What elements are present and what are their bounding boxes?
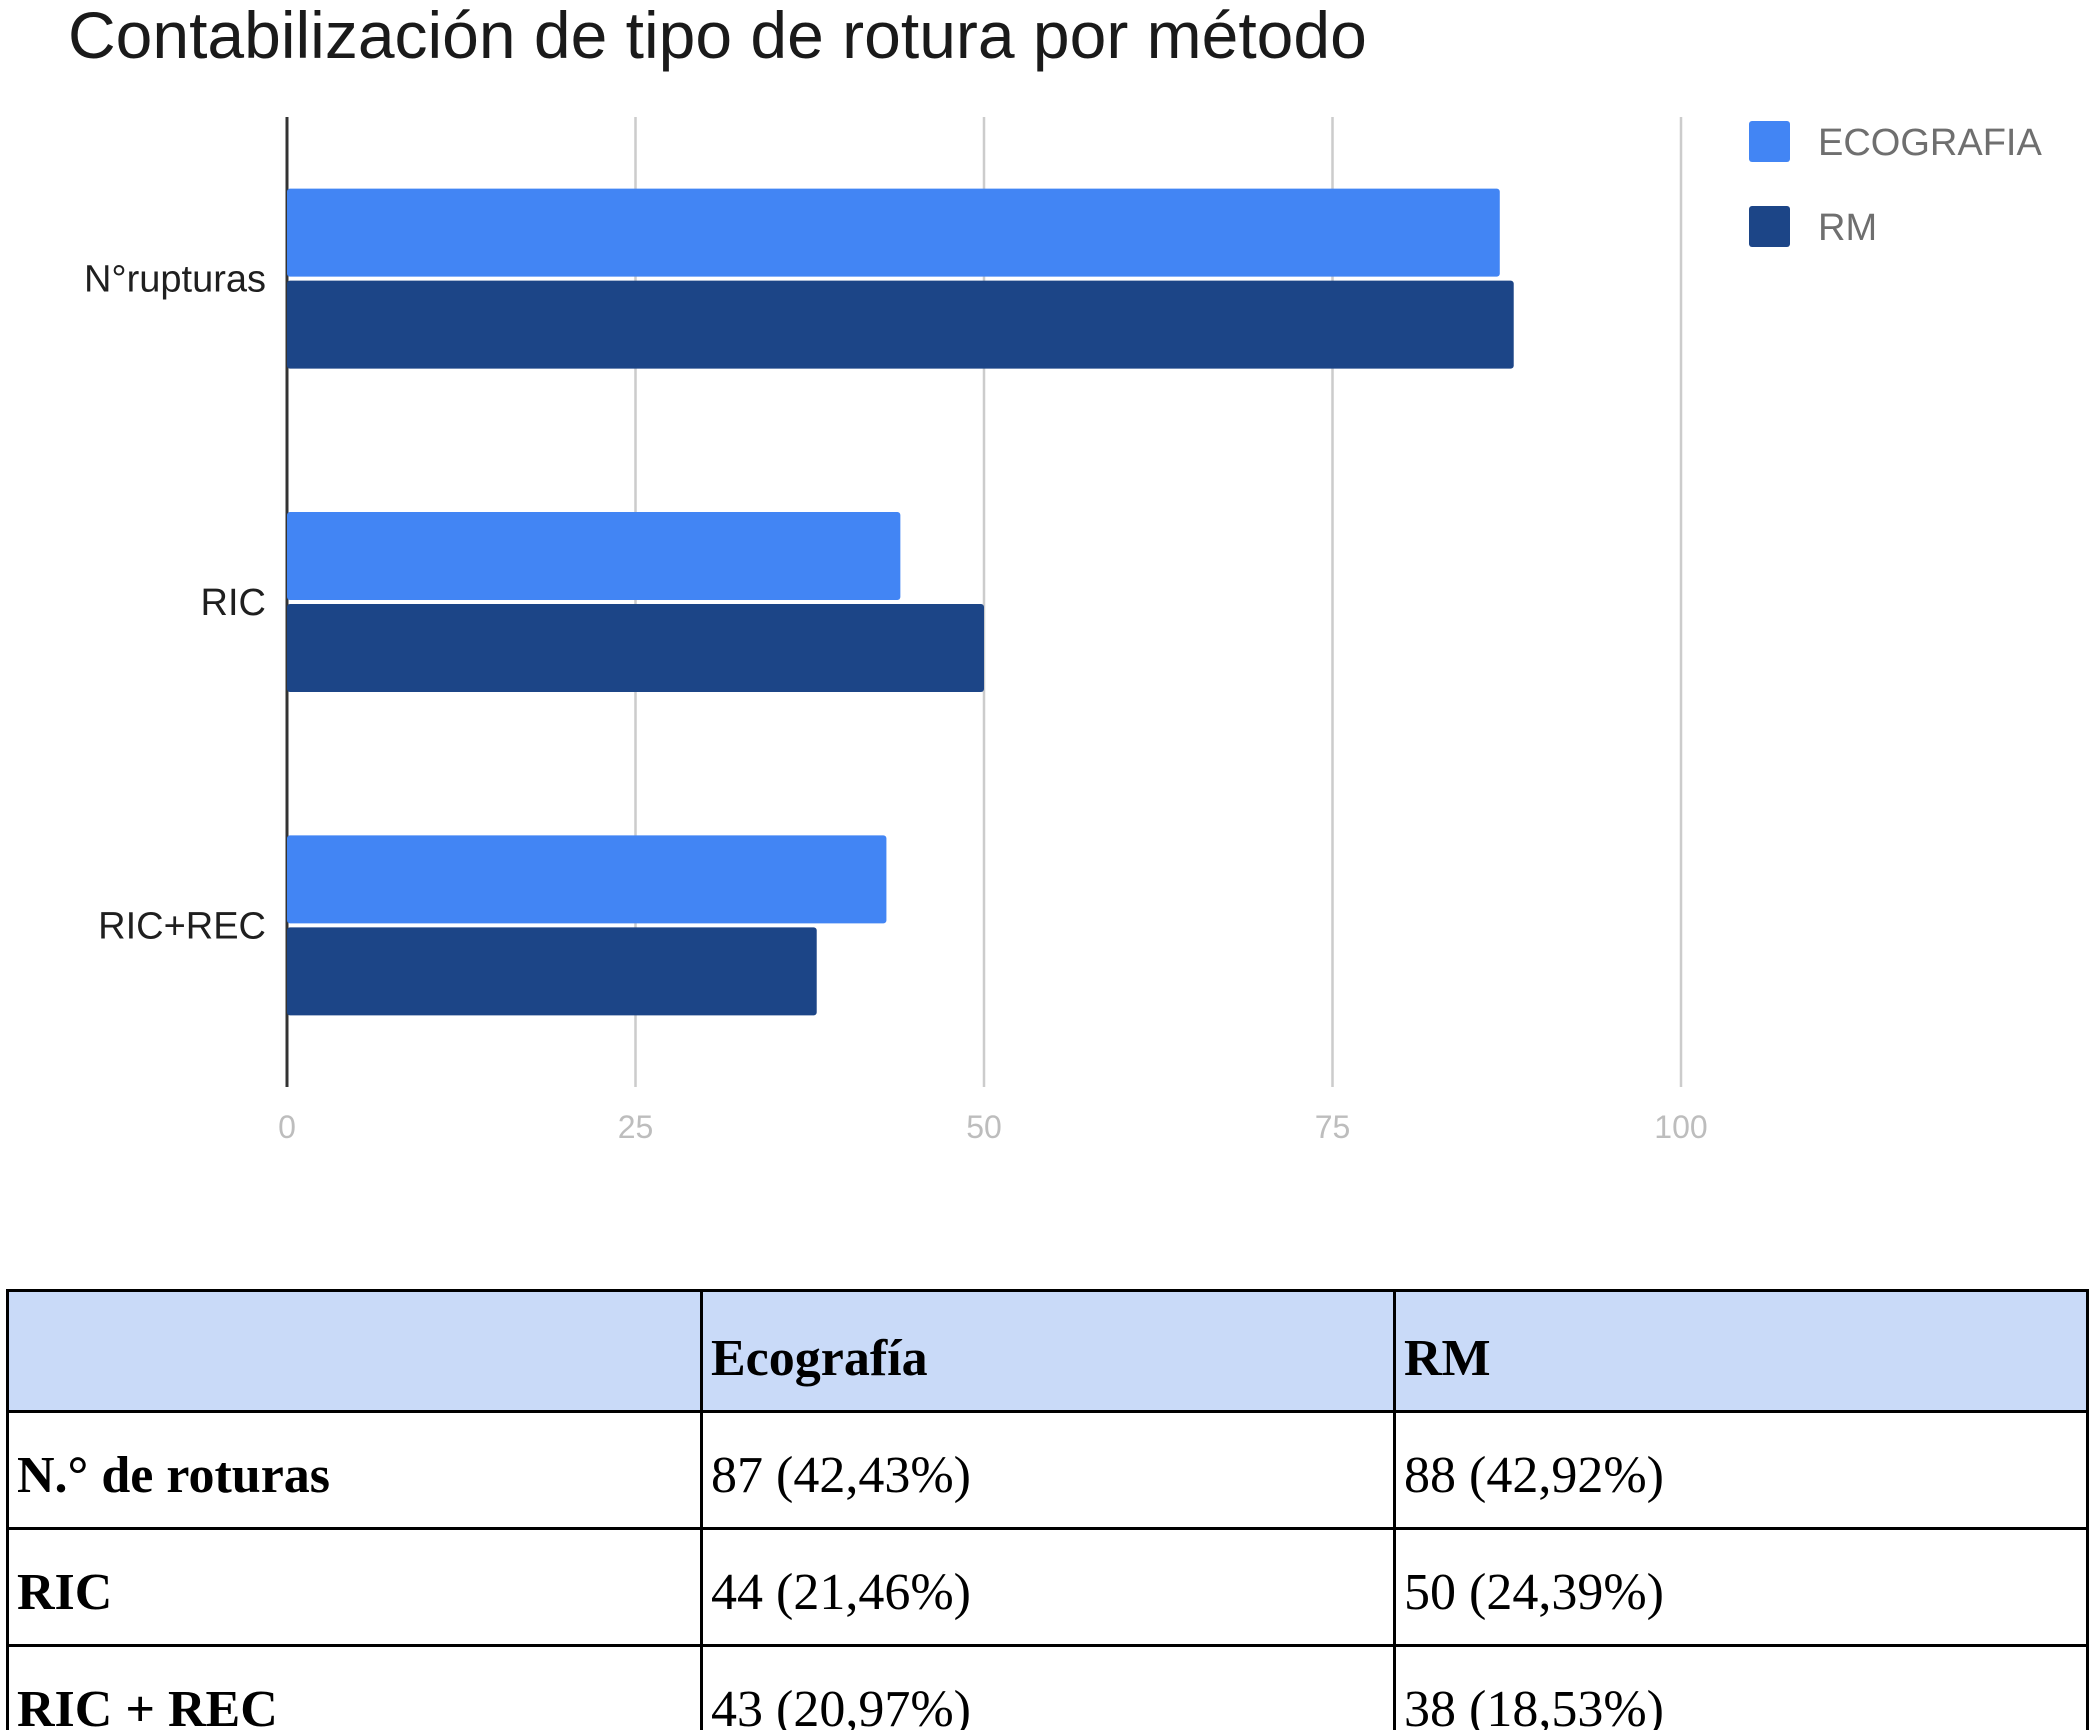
- table-header-cell: [6, 1289, 703, 1413]
- bar: [287, 835, 887, 924]
- x-tick-label: 0: [278, 1109, 296, 1145]
- row-label: RIC + REC: [6, 1644, 703, 1730]
- table-cell: 38 (18,53%): [1393, 1644, 2089, 1730]
- table-cell: 44 (21,46%): [700, 1527, 1396, 1647]
- x-tick-label: 75: [1315, 1109, 1351, 1145]
- bar-chart: 0 25 50 75 100 N°rupturas RIC RIC+REC ECOGRAFIA R…: [84, 117, 2042, 1145]
- legend-swatch: [1749, 206, 1790, 247]
- legend-label: ECOGRAFIA: [1818, 122, 2042, 164]
- table-cell: 50 (24,39%): [1393, 1527, 2089, 1647]
- bar: [287, 604, 984, 692]
- category-label: RIC: [201, 582, 266, 624]
- x-tick-label: 25: [618, 1109, 654, 1145]
- legend-swatch: [1749, 121, 1790, 162]
- table-cell: 88 (42,92%): [1393, 1410, 2089, 1530]
- row-label: N.° de roturas: [6, 1410, 703, 1530]
- table-header-cell: RM: [1393, 1289, 2089, 1413]
- table-row: RIC + REC 43 (20,97%) 38 (18,53%): [6, 1644, 2089, 1730]
- bar: [287, 512, 901, 600]
- x-tick-label: 50: [966, 1109, 1002, 1145]
- table-row: RIC 44 (21,46%) 50 (24,39%): [6, 1527, 2089, 1647]
- bar: [287, 927, 817, 1016]
- bar: [287, 280, 1514, 369]
- table-header-cell: Ecografía: [700, 1289, 1396, 1413]
- category-label: RIC+REC: [98, 905, 266, 947]
- chart-title: Contabilización de tipo de rotura por mé…: [68, 0, 1367, 72]
- x-tick-label: 100: [1654, 1109, 1707, 1145]
- table-row: N.° de roturas 87 (42,43%) 88 (42,92%): [6, 1410, 2089, 1530]
- bar: [287, 188, 1500, 277]
- category-label: N°rupturas: [84, 259, 266, 301]
- row-label: RIC: [6, 1527, 703, 1647]
- table-cell: 87 (42,43%): [700, 1410, 1396, 1530]
- results-table: Ecografía RM N.° de roturas 87 (42,43%) …: [6, 1289, 2089, 1730]
- table-header-row: Ecografía RM: [6, 1289, 2089, 1413]
- legend-label: RM: [1818, 207, 1877, 249]
- table-cell: 43 (20,97%): [700, 1644, 1396, 1730]
